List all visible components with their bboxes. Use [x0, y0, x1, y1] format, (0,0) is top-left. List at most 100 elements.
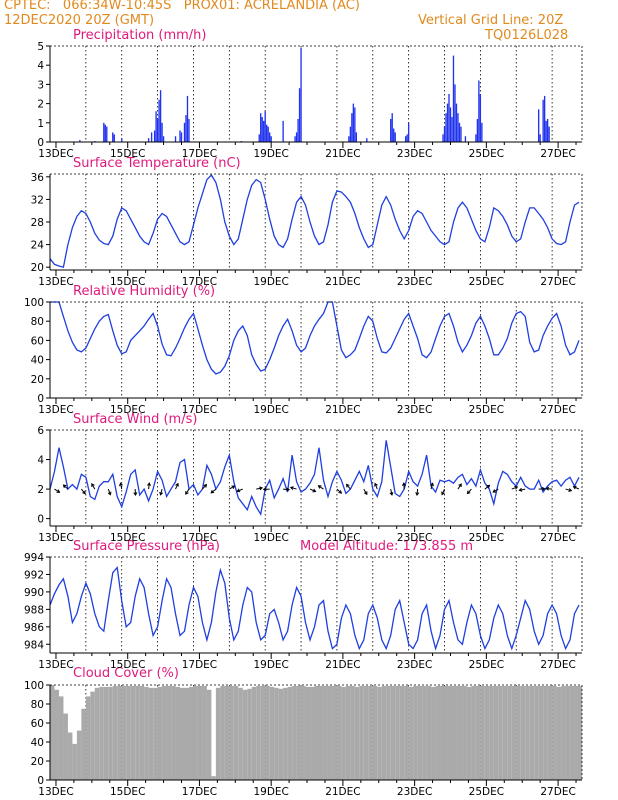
- cloud-bar: [314, 685, 319, 780]
- precip-bar: [188, 118, 190, 142]
- wind-arrow: [441, 488, 445, 495]
- wind-arrowhead: [289, 486, 294, 491]
- precip-bar: [183, 122, 186, 142]
- cloud-ytick-label: 80: [31, 699, 44, 711]
- wind-arrowhead: [236, 488, 241, 493]
- precip-xtick-label: 23DEC: [397, 148, 432, 160]
- cloud-bar: [377, 686, 382, 780]
- cloud-bar: [126, 685, 131, 780]
- wind-arrow: [336, 488, 342, 494]
- precip-bar: [464, 136, 467, 142]
- precip-ytick-label: 2: [37, 99, 44, 111]
- precip-bar: [476, 118, 479, 142]
- pressure-ytick-label: 992: [24, 569, 44, 581]
- precip-bar: [348, 136, 350, 142]
- precip-bar: [460, 126, 462, 142]
- cloud-bar: [417, 685, 423, 780]
- cloud-bar: [251, 686, 257, 780]
- cloud-bar: [574, 685, 580, 780]
- temp-line: [49, 174, 580, 269]
- temp-xtick-label: 27DEC: [540, 276, 575, 288]
- wind-xtick-label: 25DEC: [469, 532, 504, 544]
- wind-title: Surface Wind (m/s): [73, 412, 198, 427]
- wind-arrow: [519, 488, 526, 491]
- temp-ytick-label: 28: [31, 217, 44, 229]
- wind-arrowhead: [286, 487, 291, 492]
- rh-xtick-label: 25DEC: [469, 404, 504, 416]
- cloud-bar: [63, 713, 68, 780]
- cloud-xtick-label: 15DEC: [110, 786, 145, 798]
- rh-xtick-label: 17DEC: [182, 404, 217, 416]
- wind-arrow: [210, 488, 217, 494]
- wind-arrow: [492, 488, 499, 493]
- precip-bar: [270, 136, 272, 142]
- wind-arrow: [573, 486, 580, 490]
- cloud-bar: [90, 691, 95, 780]
- precip-bar: [351, 113, 353, 142]
- cloud-bar: [444, 685, 449, 780]
- precip-bar: [269, 132, 271, 142]
- wind-arrowhead: [458, 483, 462, 488]
- cloud-bar: [188, 686, 194, 780]
- wind-arrowhead: [147, 482, 151, 487]
- cloud-bar: [336, 685, 342, 780]
- wind-arrowhead: [441, 491, 445, 496]
- wind-arrow: [363, 488, 368, 495]
- cloud-bar: [565, 685, 571, 780]
- rh-ytick-label: 40: [31, 355, 44, 367]
- precip-bar: [391, 113, 393, 142]
- pressure-xtick-label: 27DEC: [540, 659, 575, 671]
- wind-arrowhead: [317, 485, 322, 489]
- cloud-bar: [121, 685, 127, 780]
- precip-bar: [355, 132, 358, 142]
- cloud-bar: [233, 685, 239, 780]
- rh-xtick-label: 21DEC: [325, 404, 360, 416]
- rh-ytick-label: 20: [31, 374, 44, 386]
- cloud-bar: [197, 685, 203, 780]
- cloud-bar: [175, 686, 181, 780]
- wind-arrow: [80, 488, 86, 495]
- cloud-bar: [310, 686, 315, 780]
- cloud-bar: [359, 685, 364, 780]
- precip-bar: [457, 113, 459, 142]
- precip-ytick-label: 5: [37, 41, 44, 53]
- precip-ytick-label: 3: [37, 79, 44, 91]
- wind-arrowhead: [338, 490, 343, 494]
- cloud-bar: [390, 685, 396, 780]
- temp-ytick-label: 20: [31, 262, 44, 274]
- precip-bar: [113, 134, 115, 142]
- cloud-bar: [81, 708, 86, 780]
- wind-arrow: [160, 488, 163, 496]
- rh-ytick-label: 80: [31, 316, 44, 328]
- cloud-bar: [462, 685, 467, 780]
- cloud-bar: [404, 685, 409, 780]
- precip-bar: [155, 111, 157, 142]
- precip-bar: [354, 107, 356, 142]
- rh-line: [50, 301, 580, 375]
- cloud-bar: [54, 689, 59, 780]
- pressure-xtick-label: 19DEC: [253, 659, 288, 671]
- wind-arrow: [565, 488, 572, 492]
- pressure-xtick-label: 23DEC: [397, 659, 432, 671]
- cloud-bar: [144, 686, 149, 780]
- cloud-bar: [202, 685, 207, 780]
- wind-arrow: [119, 483, 123, 490]
- cloud-bar: [278, 688, 284, 780]
- precip-bar: [267, 126, 269, 142]
- precip-bar: [258, 134, 260, 142]
- precip-bar: [349, 126, 352, 142]
- pressure-line: [49, 565, 580, 651]
- wind-arrowhead: [262, 487, 267, 492]
- temp-xtick-label: 17DEC: [182, 276, 217, 288]
- precip-ytick-label: 4: [37, 60, 44, 72]
- cloud-bar: [58, 696, 64, 780]
- precip-bar: [179, 130, 181, 142]
- cloud-ytick-label: 40: [31, 737, 44, 749]
- header-date: 12DEC2020 20Z (GMT): [4, 13, 155, 28]
- precip-bar: [479, 94, 482, 142]
- cloud-bar: [543, 685, 548, 780]
- wind-arrowhead: [133, 492, 138, 497]
- temp-xtick-label: 21DEC: [325, 276, 360, 288]
- rh-xtick-label: 27DEC: [540, 404, 575, 416]
- wind-arrowhead: [175, 482, 179, 487]
